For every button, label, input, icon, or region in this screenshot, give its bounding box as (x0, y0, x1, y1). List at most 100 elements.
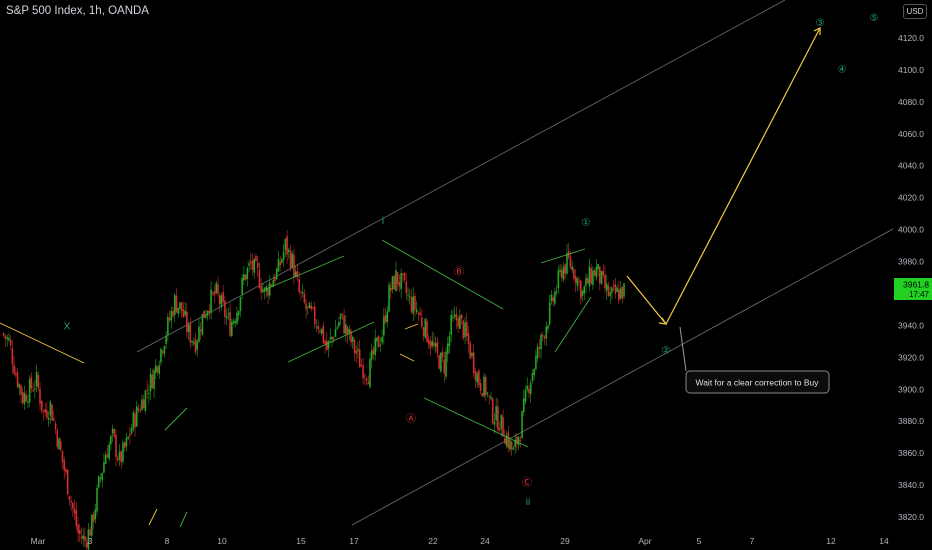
candle-body (13, 364, 15, 374)
candle-body (396, 272, 399, 285)
candle-body (319, 330, 321, 332)
wave-trendline (404, 323, 419, 330)
candle-body (455, 313, 458, 321)
candle-body (346, 326, 349, 335)
candle-body (483, 376, 485, 397)
candle-body (305, 303, 307, 310)
candle-body (122, 442, 124, 462)
candle-body (481, 393, 484, 397)
candle-body (407, 294, 409, 296)
candle-body (436, 341, 439, 353)
candle-body (472, 352, 475, 374)
candle-body (167, 316, 169, 335)
candle-body (104, 455, 107, 464)
candle-body (151, 374, 154, 389)
candle-body (99, 477, 102, 479)
candle-body (427, 339, 430, 345)
candle-body (148, 392, 150, 394)
candle-body (353, 339, 356, 353)
candle-body (341, 313, 344, 315)
candle-body (479, 382, 482, 392)
channel-lines (136, 0, 894, 526)
wave-label: i (382, 216, 384, 227)
wave-trendline (0, 322, 85, 364)
wave-label: Ⓑ (454, 266, 464, 278)
x-tick-label: 29 (560, 536, 570, 546)
candle-body (32, 390, 34, 392)
candle-body (96, 487, 98, 512)
lower-channel-line (351, 228, 894, 526)
candle-body (554, 291, 556, 304)
candle-body (351, 336, 354, 342)
symbol-title[interactable]: S&P 500 Index, 1h, OANDA (6, 5, 149, 17)
candle-body (611, 287, 613, 293)
candle-body (65, 469, 67, 473)
y-tick-label: 3920.0 (898, 352, 924, 362)
candle-body (367, 381, 370, 385)
candle-body (619, 288, 622, 299)
candle-body (44, 408, 46, 413)
candle-body (434, 343, 437, 348)
candle-body (495, 406, 497, 421)
x-tick-label: Mar (31, 536, 46, 546)
price-axis[interactable]: 3820.0 3840.0 3860.0 3880.0 3900.0 3920.0 3940… (898, 33, 924, 522)
candle-body (144, 390, 147, 412)
candle-body (125, 437, 128, 447)
candle-body (194, 339, 197, 353)
wave-label: Ⓐ (406, 413, 416, 425)
currency-badge[interactable]: USD (903, 4, 927, 19)
candle-body (253, 258, 256, 273)
candle-body (497, 406, 499, 430)
candle-body (146, 389, 148, 391)
candle-body (116, 458, 119, 461)
last-price-value: 3961.8 (903, 280, 929, 290)
candle-body (296, 271, 299, 278)
candle-body (393, 275, 396, 290)
candle-body (536, 346, 539, 359)
candle-body (201, 313, 204, 335)
candle-body (438, 355, 440, 369)
candle-body (220, 295, 223, 308)
candle-body (70, 500, 72, 503)
candle-body (225, 316, 228, 319)
candle-body (154, 365, 157, 373)
candle-body (545, 326, 548, 339)
candle-body (320, 328, 323, 334)
wave-trendline (164, 407, 188, 431)
candle-body (464, 322, 466, 338)
candle-body (203, 310, 205, 319)
candle-body (327, 340, 330, 349)
candle-body (239, 297, 242, 311)
candle-body (326, 340, 328, 350)
candle-body (448, 335, 451, 347)
candle-body (599, 266, 601, 284)
candle-body (573, 269, 575, 279)
candle-body (315, 326, 318, 328)
candle-body (187, 325, 190, 333)
candle-body (498, 428, 501, 431)
candle-body (42, 410, 45, 412)
candle-body (339, 314, 342, 320)
callout-box[interactable] (685, 370, 830, 394)
candle-body (358, 349, 361, 368)
candle-body (130, 428, 133, 434)
candle-body (118, 451, 121, 460)
candle-body (250, 261, 252, 264)
candle-body (597, 263, 599, 270)
candle-body (419, 312, 421, 316)
candle-body (531, 373, 534, 382)
candle-body (403, 273, 406, 281)
candle-body (336, 327, 338, 329)
candle-body (120, 451, 123, 463)
wave-label: ① (582, 218, 591, 229)
candle-body (274, 277, 276, 282)
candle-body (160, 348, 162, 363)
candle-body (467, 333, 470, 345)
last-price-badge (894, 278, 932, 300)
candle-body (15, 373, 17, 376)
y-tick-label: 3940.0 (898, 320, 924, 330)
candle-body (600, 270, 603, 285)
candle-body (94, 509, 97, 520)
time-axis[interactable]: Mar 3 8 10 15 17 22 24 29 Apr 5 7 12 14 (31, 536, 889, 546)
